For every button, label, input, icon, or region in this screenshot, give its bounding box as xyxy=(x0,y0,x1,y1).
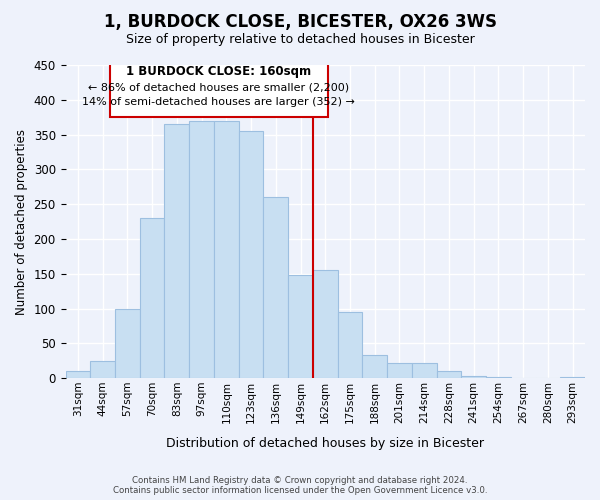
Bar xyxy=(164,124,189,378)
Bar xyxy=(461,376,486,378)
Bar xyxy=(90,361,115,378)
Text: Contains HM Land Registry data © Crown copyright and database right 2024.
Contai: Contains HM Land Registry data © Crown c… xyxy=(113,476,487,495)
Bar xyxy=(486,377,511,378)
Text: ← 86% of detached houses are smaller (2,200): ← 86% of detached houses are smaller (2,… xyxy=(88,83,349,93)
Bar xyxy=(560,377,585,378)
Bar xyxy=(263,197,288,378)
Bar xyxy=(140,218,164,378)
Text: Size of property relative to detached houses in Bicester: Size of property relative to detached ho… xyxy=(125,32,475,46)
Bar xyxy=(288,275,313,378)
Bar xyxy=(362,355,387,378)
Bar xyxy=(338,312,362,378)
Bar xyxy=(189,120,214,378)
Bar xyxy=(387,363,412,378)
X-axis label: Distribution of detached houses by size in Bicester: Distribution of detached houses by size … xyxy=(166,437,484,450)
Text: 1 BURDOCK CLOSE: 160sqm: 1 BURDOCK CLOSE: 160sqm xyxy=(127,65,311,78)
Text: 1, BURDOCK CLOSE, BICESTER, OX26 3WS: 1, BURDOCK CLOSE, BICESTER, OX26 3WS xyxy=(104,12,497,30)
Bar xyxy=(214,120,239,378)
Bar xyxy=(437,371,461,378)
Bar xyxy=(239,131,263,378)
Text: 14% of semi-detached houses are larger (352) →: 14% of semi-detached houses are larger (… xyxy=(82,97,355,107)
FancyBboxPatch shape xyxy=(110,60,328,117)
Bar xyxy=(313,270,338,378)
Bar xyxy=(65,371,90,378)
Bar xyxy=(115,308,140,378)
Bar xyxy=(412,363,437,378)
Y-axis label: Number of detached properties: Number of detached properties xyxy=(15,128,28,314)
